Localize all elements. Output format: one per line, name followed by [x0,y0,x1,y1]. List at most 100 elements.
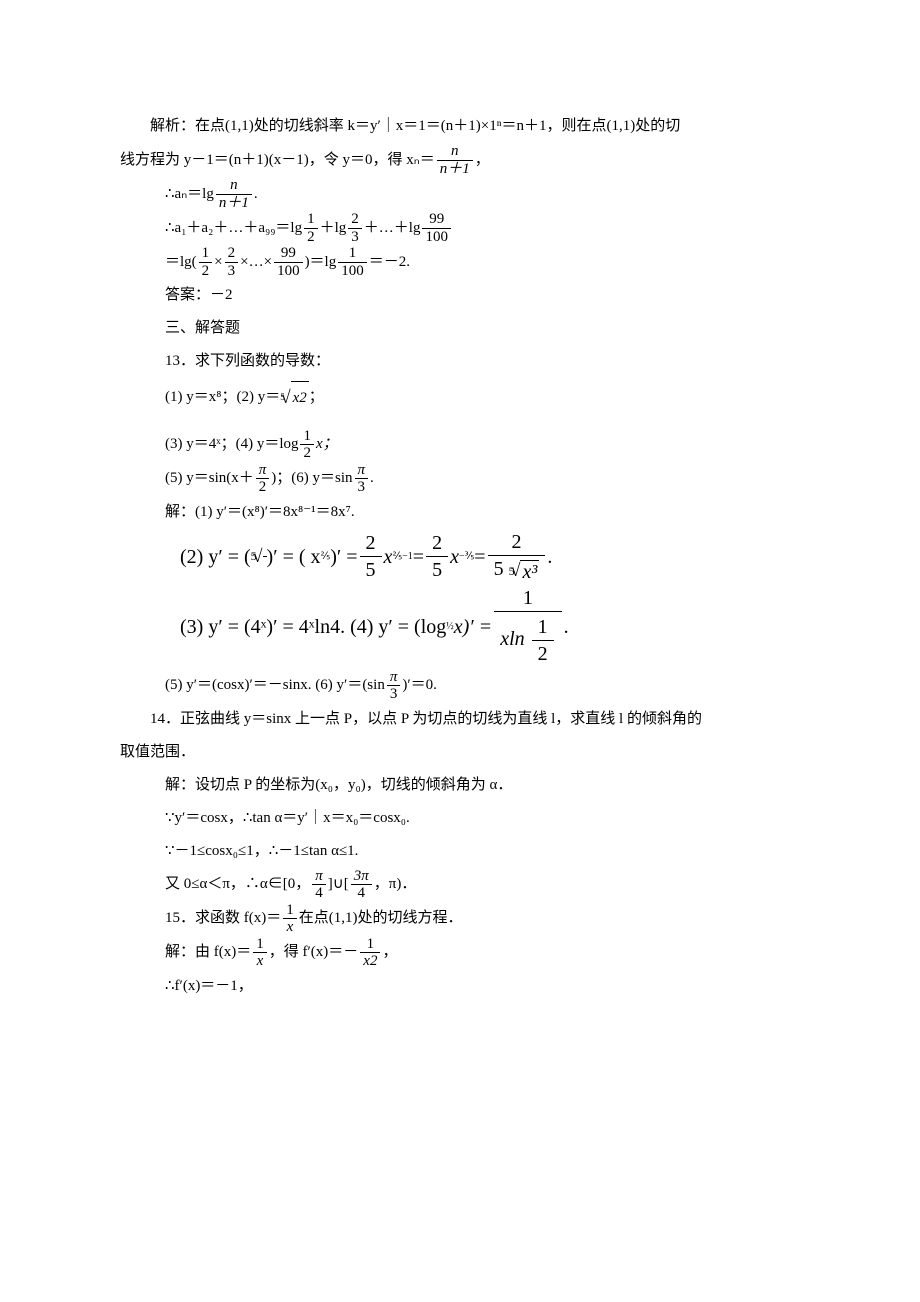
eq: = [413,535,424,579]
frac-2-5-b: 2 5 [426,530,448,583]
frac-99-100b: 99 100 [274,245,303,279]
sum-line1: ∴a₁＋a₂＋…＋a₉₉＝lg 1 2 ＋lg 2 3 ＋…＋lg 99 100 [120,211,800,245]
root5-x3: 5 √ x³ [509,560,540,583]
frac-1-2b: 1 2 [199,245,213,279]
frac-n-over-np1: n n＋1 [437,143,473,177]
tangent-eq-line: 线方程为 y－1＝(n＋1)(x－1)，令 y＝0，得 xₙ＝ n n＋1 ， [120,143,800,177]
sol14-4-post: ，π)． [374,868,417,901]
sol14-1: 解：设切点 P 的坐标为(x₀，y₀)，切线的倾斜角为 α． [120,769,800,802]
frac-3pi-4: 3π 4 [351,868,372,902]
frac-num: 1 [283,902,297,920]
sol14-4-pre: 又 0≤α＜π，∴α∈[0， [165,868,310,901]
q15: 15．求函数 f(x)＝ 1 x 在点(1,1)处的切线方程． [120,902,800,936]
sol15-pre: 解：由 f(x)＝ [165,936,251,969]
sol5-post: )′＝0. [402,669,437,702]
eq: = [474,535,485,579]
frac-num: 1 [338,245,367,263]
sol13-5-6: (5) y′＝(cosx)′＝－sinx. (6) y′＝(sin π 3 )′… [120,669,800,703]
frac-num: π [312,868,326,886]
plus-lg: ＋lg [320,212,347,245]
sol13-2: (2) y′ = ( 5 √ )′ = ( x ⅖ )′ = 2 5 x ⅖−1… [120,529,800,585]
frac-den: 3 [348,229,362,246]
frac-n-np1-2: n n＋1 [216,177,252,211]
exp-neg-3-5: −⅗ [459,546,474,568]
radicand: x2 [291,381,309,415]
section-3-heading: 三、解答题 [120,312,800,345]
frac-1-100: 1 100 [338,245,367,279]
period: . [370,462,374,495]
sol14-3: ∵－1≤cosx₀≤1，∴－1≤tan α≤1. [120,835,800,868]
frac-num: n [437,143,473,161]
q14-line2: 取值范围． [120,736,800,769]
radicand: x³ [520,560,539,583]
sol15-last: ∴f′(x)＝－1， [120,970,800,1003]
sol5-pre: (5) y′＝(cosx)′＝－sinx. (6) y′＝(sin [165,669,385,702]
frac-den: 5 5 √ x³ [488,556,546,585]
sol2-pre: (2) y′ = ( [180,535,251,579]
frac-pi-4: π 4 [312,868,326,902]
q13-3-4: (3) y＝4ˣ；(4) y＝log 1 2 x； [120,428,800,462]
frac-den: 100 [274,263,303,280]
frac-num: 2 [225,245,239,263]
q13-1-text: (1) y＝x⁸；(2) y＝ [165,381,280,414]
frac-num: 99 [422,211,451,229]
frac-den: xln 1 2 [494,612,561,669]
frac-2-3b: 2 3 [225,245,239,279]
sol13-3-4: (3) y′ = (4ˣ)′ = 4ˣln4. (4) y′ = (log ½ … [120,585,800,669]
frac-num: 2 [348,211,362,229]
radix-icon: √ [253,537,263,577]
q13: 13．求下列函数的导数： [120,345,800,378]
frac-den: 4 [351,885,372,902]
five: 5 [494,558,504,580]
q13-5-6: (5) y＝sin(x＋ π 2 )；(6) y＝sin π 3 . [120,462,800,496]
frac-den: 4 [312,885,326,902]
xln: xln [500,628,524,650]
frac-pi-2: π 2 [256,462,270,496]
sol14-4: 又 0≤α＜π，∴α∈[0， π 4 ]∪[ 3π 4 ，π)． [120,868,800,902]
frac-den: x [253,953,267,970]
frac-den: 5 [360,557,382,583]
comma: ， [475,144,490,177]
q13-3-post: x； [316,428,338,461]
q13-5-mid: )；(6) y＝sin [271,462,352,495]
sol13-1: 解：(1) y′＝(x⁸)′＝8x⁸⁻¹＝8x⁷. [120,496,800,529]
q13-1-2: (1) y＝x⁸；(2) y＝ 5 √ x2 ； [120,378,800,418]
sol3: (3) y′ = (4ˣ)′ = 4ˣln4. (4) y′ = (log [180,605,446,649]
frac-final: 2 5 5 √ x³ [488,529,546,585]
frac-num: 2 [360,530,382,557]
frac-1-2-inner: 1 2 [532,614,554,667]
frac-num: 1 [199,245,213,263]
frac-1-2: 1 2 [304,211,318,245]
frac-1-x-b: 1 x [253,936,267,970]
q13-5-pre: (5) y＝sin(x＋ [165,462,254,495]
q15-post: 在点(1,1)处的切线方程． [299,902,463,935]
frac-num: 1 [532,614,554,641]
times: × [214,246,222,279]
frac-num: 3π [351,868,372,886]
frac-pi-3b: π 3 [387,669,401,703]
frac-num: n [216,177,252,195]
sol14-4-mid: ]∪[ [328,868,349,901]
plus-dots-lg: ＋…＋lg [364,212,421,245]
period: . [547,535,552,579]
frac-2-3: 2 3 [348,211,362,245]
an-line: ∴aₙ＝lg n n＋1 . [120,177,800,211]
x-var: x [450,535,459,579]
frac-den: 3 [225,263,239,280]
frac-den: 5 [426,557,448,583]
exp-2-5-m1: ⅖−1 [392,546,412,568]
eq-lg-open: ＝lg( [165,246,197,279]
frac-num: π [355,462,369,480]
sum-line2: ＝lg( 1 2 × 2 3 ×…× 99 100 )＝lg 1 100 ＝－2… [120,245,800,279]
frac-den: n＋1 [437,161,473,178]
sol15-mid: ，得 f′(x)＝－ [269,936,359,969]
eq-neg2: ＝－2. [369,246,410,279]
frac-num: 1 [304,211,318,229]
sol4-post: x)′ = [454,605,492,649]
sum-prefix: ∴a₁＋a₂＋…＋a₉₉＝lg [165,212,302,245]
sol14-2: ∵y′＝cosx，∴tan α＝y′｜x＝x₀＝cosx₀. [120,802,800,835]
frac-den: 3 [387,686,401,703]
frac-num: π [256,462,270,480]
frac-1-x2: 1 x2 [360,936,380,970]
frac-num: 2 [426,530,448,557]
